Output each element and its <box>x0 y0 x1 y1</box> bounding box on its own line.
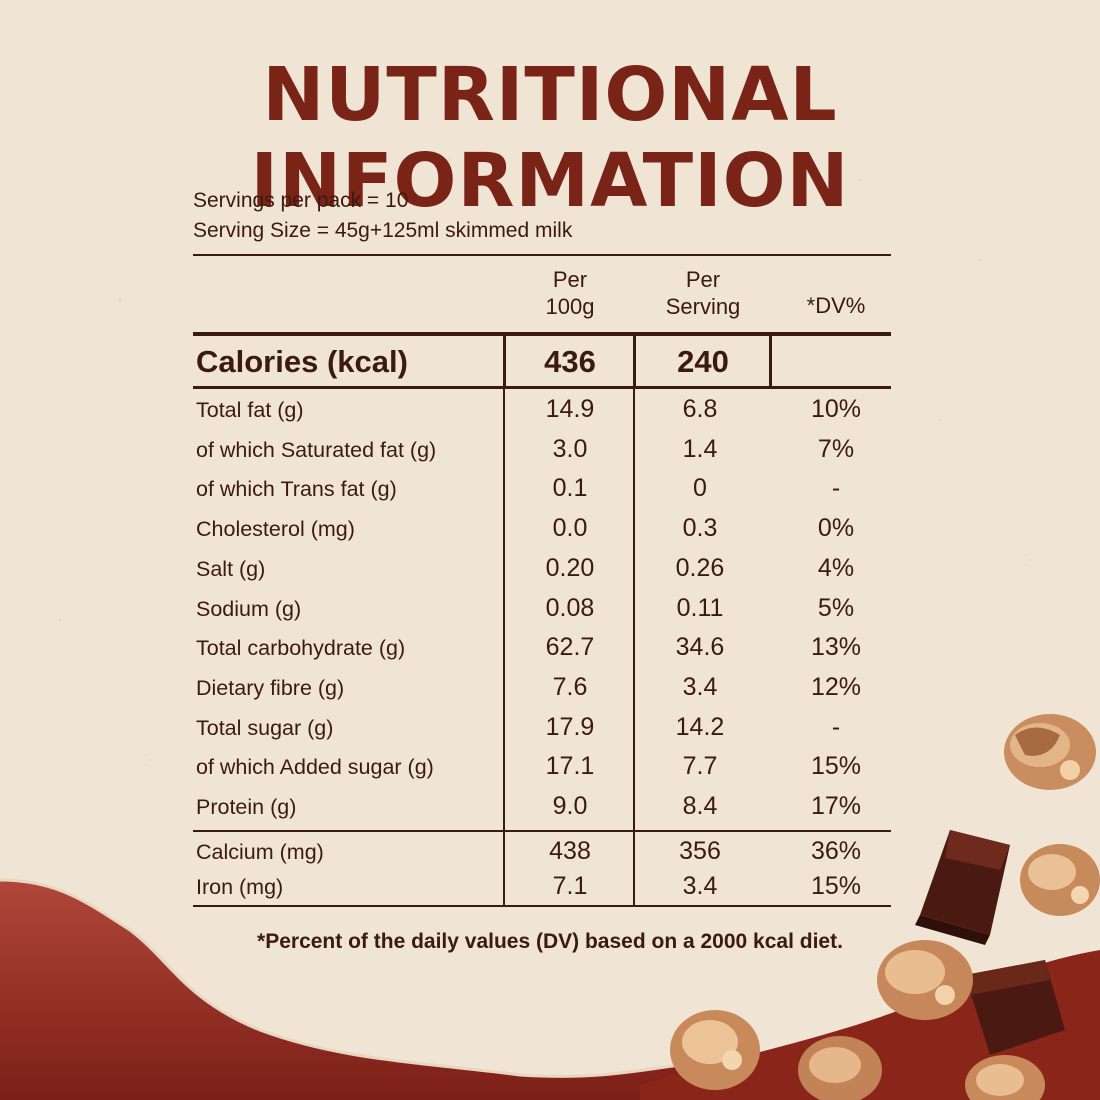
granola-cluster-icon <box>877 940 973 1020</box>
value-per100g: 7.1 <box>552 872 588 900</box>
value-per100g: 14.9 <box>545 395 595 423</box>
table-row: Sodium (g) 0.08 0.11 5% <box>193 591 891 631</box>
calories-per-serving: 240 <box>677 344 729 379</box>
value-per100g: 7.6 <box>552 672 588 701</box>
nutrient-label: Total sugar (g) <box>196 715 334 740</box>
granola-cluster-icon <box>798 1036 882 1100</box>
table-row: Cholesterol (mg) 0.0 0.3 0% <box>193 511 891 551</box>
nutrient-label: Cholesterol (mg) <box>196 517 355 542</box>
value-per-serving: 3.4 <box>682 672 718 701</box>
value-dv: 36% <box>810 837 862 865</box>
nutrient-label: Iron (mg) <box>196 875 284 899</box>
value-dv: 15% <box>810 872 862 900</box>
granola-cluster-icon <box>965 1055 1045 1100</box>
value-dv: - <box>831 474 841 503</box>
value-per100g: 0.1 <box>552 474 588 503</box>
value-per100g: 9.0 <box>552 792 588 820</box>
value-per-serving: 356 <box>679 837 721 865</box>
calories-divider <box>633 336 636 388</box>
value-per-serving: 0.26 <box>675 553 725 582</box>
table-row: Salt (g) 0.20 0.26 4% <box>193 551 891 591</box>
page-title: NUTRITIONAL INFORMATION <box>250 52 850 224</box>
serving-size: Serving Size = 45g+125ml skimmed milk <box>193 219 573 242</box>
table-row: Total carbohydrate (g) 62.7 34.6 13% <box>193 630 891 670</box>
nutrient-label: Total carbohydrate (g) <box>196 636 406 661</box>
table-top-rule <box>193 254 891 256</box>
value-dv: 7% <box>817 434 855 463</box>
column-divider <box>633 389 635 907</box>
value-dv: 4% <box>817 553 855 582</box>
column-divider <box>503 389 505 907</box>
value-per-serving: 1.4 <box>682 434 718 463</box>
table-row: of which Saturated fat (g) 3.0 1.4 7% <box>193 432 891 472</box>
value-per100g: 438 <box>549 837 591 865</box>
table-row: Protein (g) 9.0 8.4 17% <box>193 789 891 829</box>
value-per-serving: 0.11 <box>676 593 724 622</box>
calories-label: Calories (kcal) <box>196 344 408 379</box>
table-row: of which Added sugar (g) 17.1 7.7 15% <box>193 749 891 789</box>
value-per100g: 0.0 <box>552 514 588 543</box>
value-dv: 17% <box>810 792 862 820</box>
nutrient-label: of which Trans fat (g) <box>196 477 397 502</box>
nutrient-label: Protein (g) <box>196 795 297 819</box>
value-per-serving: 34.6 <box>675 633 725 662</box>
value-dv: - <box>831 712 841 741</box>
nutrient-label: Dietary fibre (g) <box>196 675 345 700</box>
nutrient-label: Calcium (mg) <box>196 840 324 864</box>
table-row: of which Trans fat (g) 0.1 0 - <box>193 471 891 511</box>
col-header-per-serving: Per Serving <box>665 267 741 319</box>
table-bottom-rule <box>193 905 891 907</box>
minerals-top-rule <box>193 830 891 832</box>
table-row: Calcium (mg) 438 356 36% <box>193 834 891 874</box>
calories-bottom-rule <box>193 386 891 389</box>
nutrient-label: Salt (g) <box>196 556 266 581</box>
value-per-serving: 8.4 <box>682 792 718 820</box>
footnote: *Percent of the daily values (DV) based … <box>257 930 843 953</box>
value-dv: 10% <box>810 395 862 423</box>
nutrient-label: Total fat (g) <box>196 398 304 422</box>
col-header-dv: *DV% <box>806 293 866 318</box>
calories-divider <box>503 336 506 388</box>
nutrient-label: Sodium (g) <box>196 596 302 621</box>
value-dv: 0% <box>817 514 855 543</box>
value-per-serving: 14.2 <box>675 712 725 741</box>
granola-cluster-icon <box>670 1010 760 1090</box>
calories-per100: 436 <box>544 344 596 379</box>
nutrient-label: of which Saturated fat (g) <box>196 437 437 462</box>
value-per100g: 0.08 <box>545 593 595 622</box>
value-dv: 15% <box>810 752 862 781</box>
col-header-per100g: Per 100g <box>545 267 595 319</box>
table-row: Total fat (g) 14.9 6.8 10% <box>193 392 891 432</box>
table-row: Total sugar (g) 17.9 14.2 - <box>193 710 891 750</box>
chocolate-chunk-icon <box>965 960 1065 1055</box>
servings-per-pack: Servings per pack = 10 <box>193 189 409 212</box>
value-per-serving: 0 <box>693 474 707 503</box>
value-per100g: 17.9 <box>545 712 595 741</box>
calories-divider <box>769 336 772 388</box>
value-per-serving: 0.3 <box>682 514 718 543</box>
value-per-serving: 6.8 <box>682 395 718 423</box>
value-dv: 13% <box>810 633 862 662</box>
table-row: Dietary fibre (g) 7.6 3.4 12% <box>193 670 891 710</box>
granola-cluster-icon <box>1020 844 1100 916</box>
value-dv: 12% <box>810 672 862 701</box>
chocolate-chunk-icon <box>915 830 1010 945</box>
value-per100g: 3.0 <box>552 434 588 463</box>
granola-cluster-icon <box>1004 714 1096 790</box>
value-per100g: 17.1 <box>545 752 595 781</box>
value-dv: 5% <box>817 593 855 622</box>
serving-info: Servings per pack = 10 Serving Size = 45… <box>193 186 572 246</box>
nutrient-label: of which Added sugar (g) <box>196 755 434 780</box>
calories-top-rule <box>193 332 891 336</box>
value-per100g: 62.7 <box>545 633 595 662</box>
value-per100g: 0.20 <box>545 553 595 582</box>
value-per-serving: 7.7 <box>682 752 718 781</box>
table-row: Iron (mg) 7.1 3.4 15% <box>193 869 891 909</box>
value-per-serving: 3.4 <box>682 872 718 900</box>
